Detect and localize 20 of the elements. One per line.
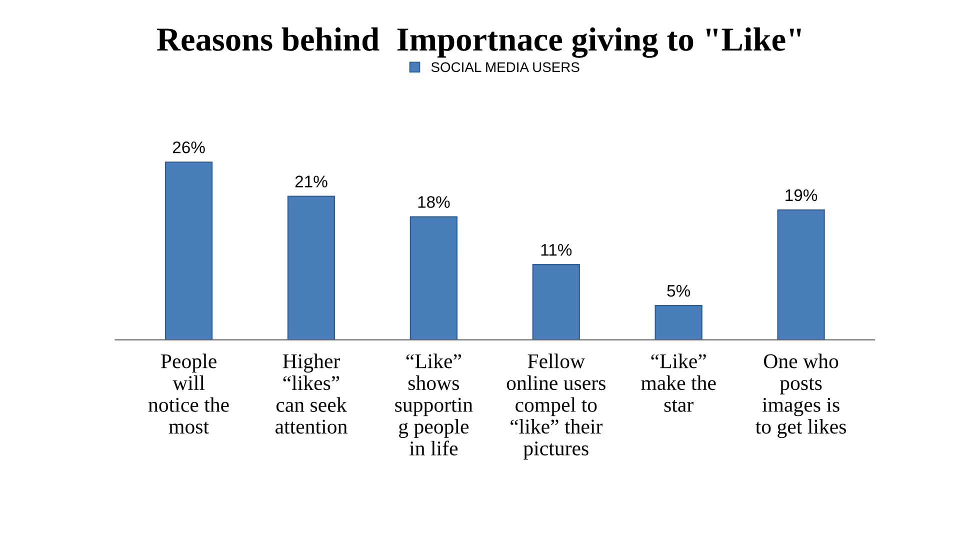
bar: [777, 209, 825, 340]
bar: [287, 196, 336, 340]
data-label: 11%: [541, 244, 572, 256]
data-label: 5%: [667, 285, 690, 297]
x-tick-label: “Like” make the star: [641, 354, 716, 412]
data-label: 21%: [295, 176, 328, 188]
bar: [410, 216, 458, 340]
x-tick-label: Higher “likes” can seek attention: [276, 354, 348, 434]
legend-label: SOCIAL MEDIA USERS: [431, 62, 580, 72]
data-label: 19%: [786, 189, 818, 202]
chart-title: Reasons behind Importnace giving to "Like": [156, 27, 801, 58]
data-label: 18%: [418, 196, 450, 208]
x-tick-label: People will notice the most: [148, 354, 229, 434]
x-tick-label: One who posts images is to get likes: [756, 354, 846, 438]
x-tick-label: “Like” shows supportin g people in life: [395, 354, 473, 456]
bar: [654, 305, 702, 340]
bar: [164, 162, 213, 340]
bar: [532, 264, 580, 340]
x-tick-label: Fellow online users compel to “like” their pictures: [506, 354, 606, 460]
data-label: 26%: [172, 141, 205, 154]
